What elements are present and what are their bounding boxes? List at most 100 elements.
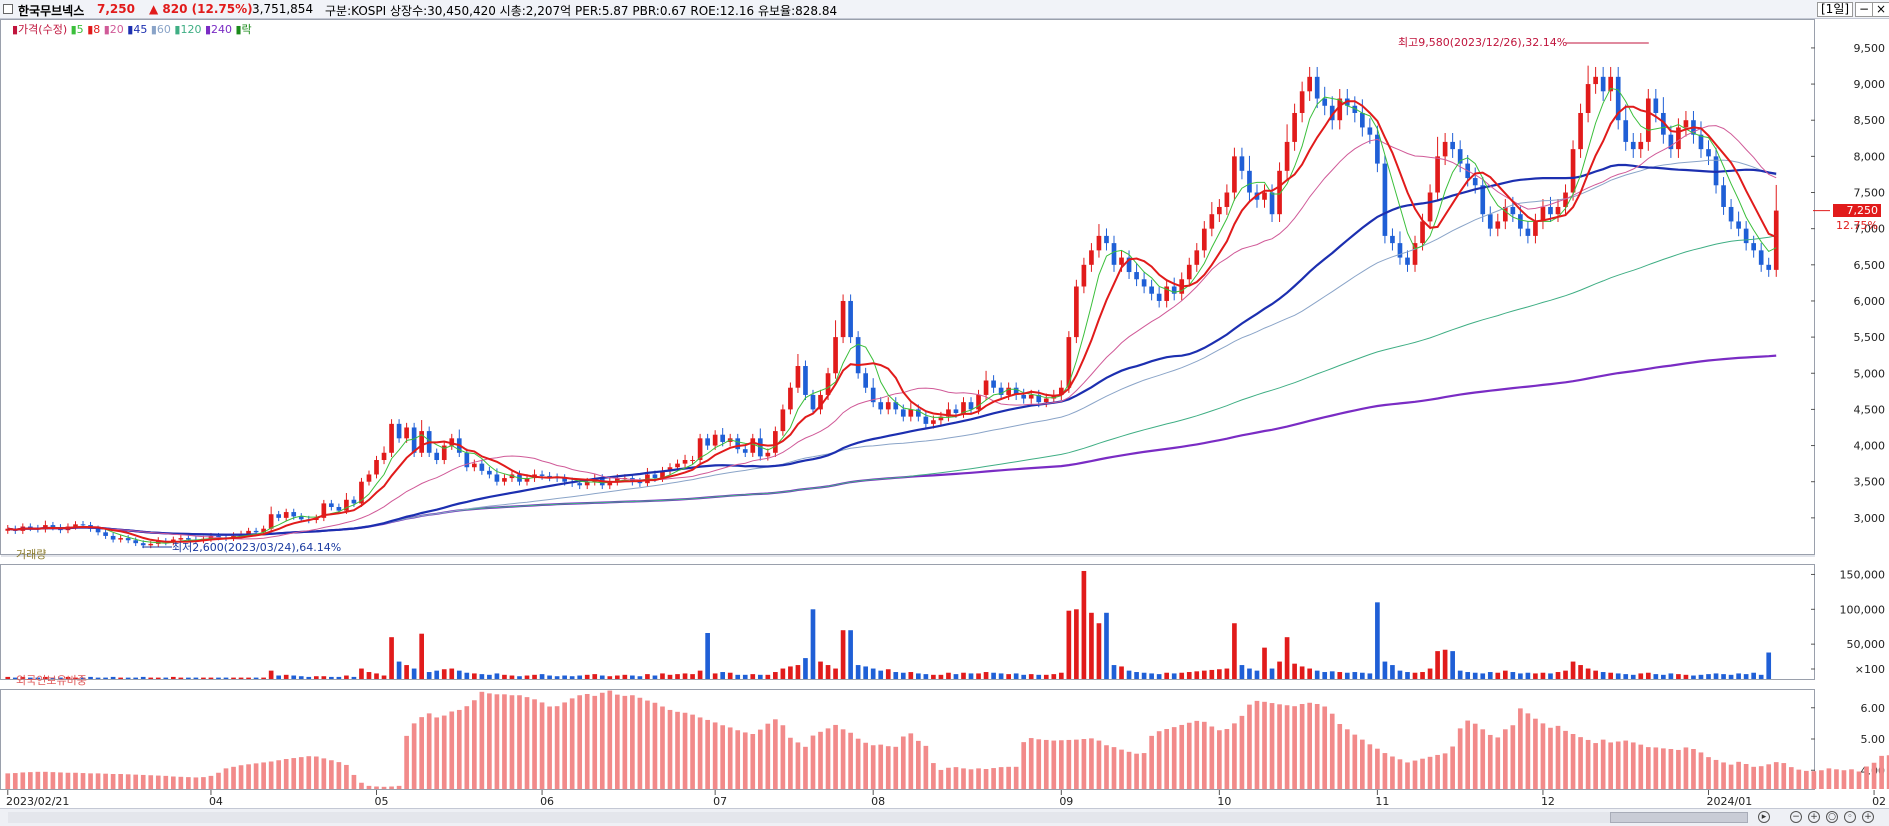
stock-chart[interactable]: 9,500 9,000 8,500 8,000 7,500 7,000 6,500 6,000… [0,19,1889,808]
price-pane: 9,500 9,000 8,500 8,000 7,500 7,000 6,500 6,000… [0,19,1886,557]
volume-bar [953,674,959,679]
foreign-bar [1593,743,1598,789]
volume-bar [133,677,139,679]
candle [1006,387,1011,395]
volume-bar [283,674,289,679]
candle [1277,170,1282,215]
candle [1262,192,1267,200]
zoom-in-icon[interactable]: + [1808,811,1820,823]
candle [1773,210,1779,270]
volume-bar [1540,672,1546,679]
volume-bar [201,677,206,679]
foreign-bar [434,717,440,789]
volume-bar [216,677,221,679]
candle [148,543,154,546]
legend-entry: ▮8 [87,23,104,36]
volume-bar [1495,672,1501,679]
candle [125,538,131,541]
foreign-bar [58,772,63,789]
period-button[interactable]: [1일] [1817,2,1854,17]
foreign-bar [1262,701,1267,789]
scroll-right-icon[interactable]: ▸ [1758,811,1770,823]
zoom-tool-icon[interactable]: + [1862,811,1874,823]
foreign-bar [88,773,93,789]
volume-bar [1630,674,1636,679]
price-tick-label: 6,500 [1854,259,1886,272]
legend-entry: ▮5 [71,23,88,36]
candle [1600,76,1606,92]
volume-bar [1307,668,1312,679]
foreign-bar [742,732,748,789]
price-tick-label: 3,000 [1854,512,1886,525]
volume-bar [1194,671,1200,679]
candle [1721,185,1726,207]
volume-bar [1427,668,1433,679]
candle [855,337,861,374]
candle [614,478,620,482]
volume-bar [675,674,680,679]
volume-bar [810,609,816,679]
volume-bar [426,672,432,679]
minimize-icon[interactable]: − [1855,2,1874,17]
candle [133,540,139,544]
stock-name[interactable]: 한국무브넥스 [18,4,85,18]
volume-bar [1510,672,1516,679]
candle [1397,243,1403,258]
foreign-bar [1645,747,1651,789]
x-tick-label: 02 [1872,795,1886,808]
foreign-bar [1811,771,1817,789]
volume-bar [1043,674,1049,679]
candle [1156,293,1162,301]
foreign-bar [780,725,786,789]
scrollbar-thumb[interactable] [1610,812,1748,823]
candle [893,402,899,410]
header-checkbox[interactable] [3,4,13,14]
foreign-bar [690,714,695,789]
volume-title: 거래량 [16,548,46,561]
volume-bar [1525,672,1531,679]
candle [1435,156,1440,193]
candle [968,402,974,410]
foreign-bar [201,777,206,789]
volume-bar [396,661,402,679]
foreign-bar [757,729,763,789]
volume-bar [1518,673,1523,679]
candle [1217,206,1222,215]
zoom-fit-icon[interactable]: ○ [1826,811,1838,823]
foreign-bar [1525,713,1531,789]
volume-bar [404,665,409,679]
foreign-bar [1713,759,1719,789]
volume-bar [735,674,741,679]
candle [1457,149,1463,164]
horizontal-scrollbar[interactable] [8,812,1748,823]
zoom-out-icon[interactable]: − [1790,811,1802,823]
volume-bar [1502,670,1508,679]
foreign-bar [727,727,733,789]
volume-bar [1713,673,1719,679]
foreign-bar [848,732,853,789]
candle [885,402,891,410]
x-axis: 2023/02/21 04 05 06 07 08 09 10 11 12 2024/01 02 [6,790,1886,808]
volume-bar [712,673,718,679]
candle [1119,257,1124,265]
candle [953,409,959,414]
volume-bar [577,675,583,679]
volume-bar [803,658,808,679]
foreign-bar [1352,734,1358,789]
foreign-bar [449,711,455,789]
zoom-reset-icon[interactable]: ◦ [1844,811,1856,823]
volume-bar [780,668,786,679]
volume-bar [1570,661,1576,679]
foreign-bar [1036,739,1042,789]
close-icon[interactable]: × [1872,2,1889,17]
candle [329,503,334,508]
volume-bar [1269,668,1275,679]
volume-bar [472,673,477,679]
foreign-bar [1728,764,1734,789]
foreign-bar [1186,722,1192,789]
foreign-bar [389,786,394,789]
foreign-bar [1706,757,1711,789]
volume-bar [1676,674,1681,679]
volume-bar [773,672,778,679]
volume-bar [667,674,673,679]
